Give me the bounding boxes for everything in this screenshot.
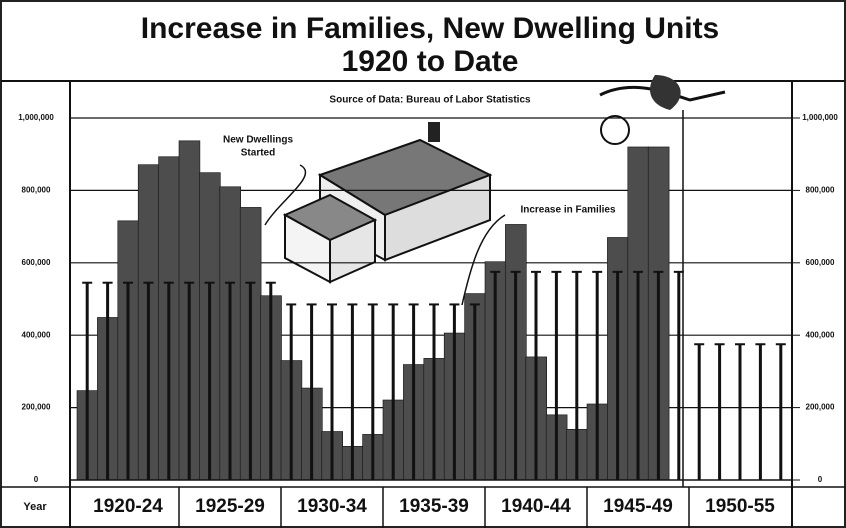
chart-title: 1920 to Date	[342, 45, 519, 78]
y-tick-label: 400,000	[22, 330, 51, 339]
x-tick-label: 1940-44	[501, 496, 571, 517]
y-tick-label: 0	[34, 475, 39, 484]
y2-tick-label: 800,000	[806, 186, 835, 195]
x-tick-label: 1920-24	[93, 496, 163, 517]
y-tick-label: 1,000,000	[18, 113, 54, 122]
y-tick-label: 600,000	[22, 258, 51, 267]
annotation: New Dwellings	[223, 135, 293, 146]
chart-title: Increase in Families, New Dwelling Units	[141, 12, 720, 45]
x-tick-label: 1945-49	[603, 496, 673, 517]
y2-tick-label: 400,000	[806, 330, 835, 339]
x-tick-label: 1950-55	[705, 496, 775, 517]
x-tick-label: 1930-34	[297, 496, 367, 517]
x-axis-label: Year	[23, 501, 47, 513]
y2-tick-label: 600,000	[806, 258, 835, 267]
y2-tick-label: 1,000,000	[802, 113, 838, 122]
y2-tick-label: 0	[818, 475, 823, 484]
annotation: Increase in Families	[520, 205, 615, 216]
annotation-arrow	[264, 164, 307, 226]
y-tick-label: 800,000	[22, 186, 51, 195]
x-tick-label: 1925-29	[195, 496, 265, 517]
y-tick-label: 200,000	[22, 403, 51, 412]
stork-illustration	[599, 75, 726, 145]
y2-tick-label: 200,000	[806, 403, 835, 412]
house-illustration	[282, 122, 493, 284]
x-tick-label: 1935-39	[399, 496, 469, 517]
annotation: Started	[241, 148, 275, 159]
subtitle: Source of Data: Bureau of Labor Statisti…	[329, 95, 531, 106]
